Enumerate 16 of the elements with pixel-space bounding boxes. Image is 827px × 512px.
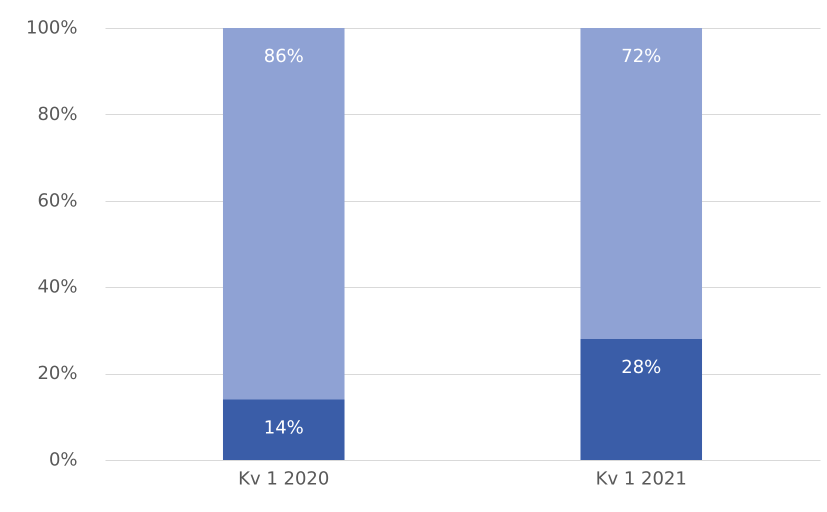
x-tick-label: Kv 1 2020 [238, 468, 330, 490]
bar [222, 400, 345, 460]
bar [580, 339, 702, 460]
data-label: 72% [621, 46, 662, 67]
y-tick-label: 60% [37, 190, 78, 212]
bar [580, 28, 702, 340]
x-tick-label: Kv 1 2021 [596, 468, 687, 490]
y-tick-label: 20% [37, 363, 78, 384]
y-tick-label: 100% [26, 18, 78, 38]
bar [222, 28, 345, 400]
y-tick-label: 0% [48, 450, 78, 470]
data-label: 86% [264, 46, 304, 67]
data-label: 28% [621, 357, 662, 378]
y-tick-label: 80% [37, 104, 78, 125]
y-tick-label: 40% [37, 276, 78, 298]
data-label: 14% [264, 418, 304, 439]
